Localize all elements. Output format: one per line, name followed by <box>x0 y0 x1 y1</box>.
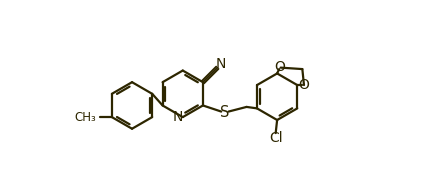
Text: Cl: Cl <box>269 131 283 145</box>
Text: CH₃: CH₃ <box>74 111 96 124</box>
Text: O: O <box>274 60 286 74</box>
Text: O: O <box>298 78 309 92</box>
Text: S: S <box>220 105 229 120</box>
Text: N: N <box>173 110 183 124</box>
Text: N: N <box>216 57 226 71</box>
